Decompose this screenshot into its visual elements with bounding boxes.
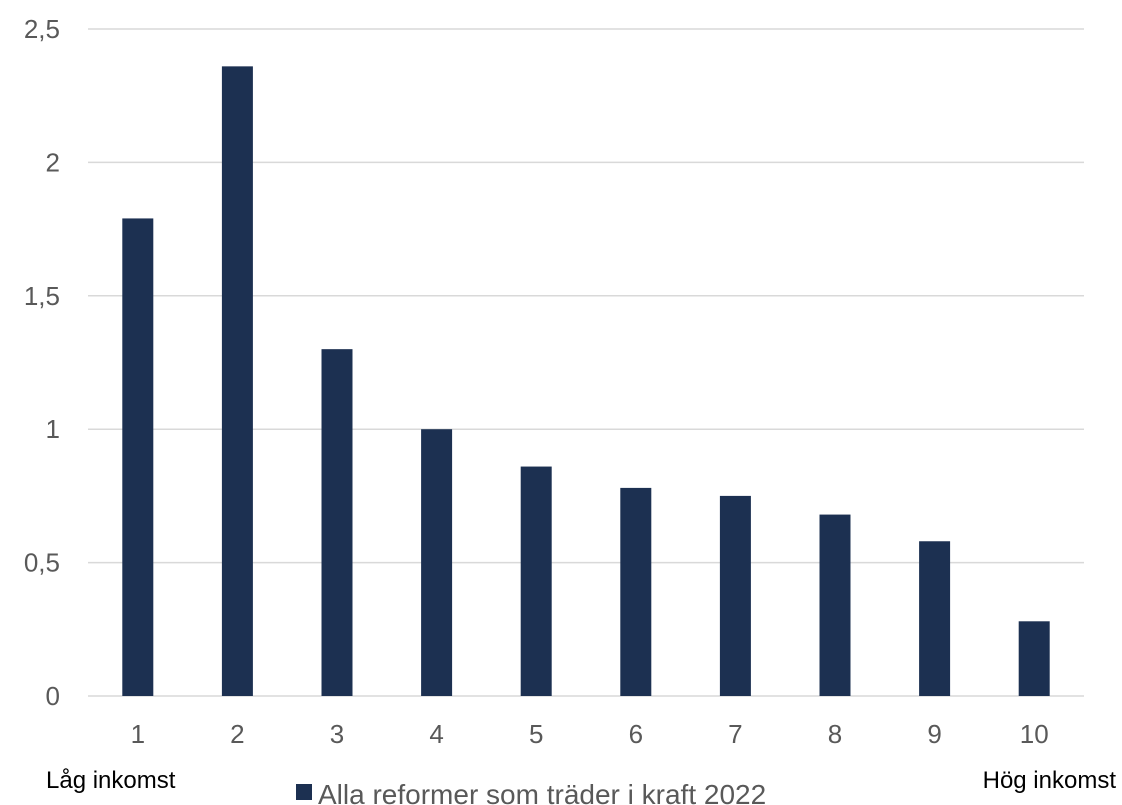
bar-10 bbox=[1018, 621, 1050, 696]
y-tick-label: 0,5 bbox=[24, 548, 60, 578]
bar-5 bbox=[520, 466, 552, 696]
bar-2 bbox=[221, 66, 253, 697]
legend: Alla reformer som träder i kraft 2022 bbox=[296, 779, 766, 805]
bar-6 bbox=[620, 487, 652, 696]
bar-9 bbox=[919, 541, 951, 696]
bar-1 bbox=[122, 218, 154, 697]
bar-7 bbox=[719, 495, 751, 696]
y-axis-tick-labels: 0 0,5 1 1,5 2 2,5 bbox=[24, 14, 60, 711]
x-axis-tick-labels: 1 2 3 4 5 6 7 8 9 10 bbox=[131, 719, 1049, 749]
legend-label: Alla reformer som träder i kraft 2022 bbox=[318, 779, 766, 805]
x-tick-label: 3 bbox=[330, 719, 344, 749]
y-tick-label: 0 bbox=[46, 681, 60, 711]
y-tick-label: 1,5 bbox=[24, 281, 60, 311]
annotation-low-income: Låg inkomst bbox=[46, 767, 176, 794]
x-tick-label: 6 bbox=[629, 719, 643, 749]
x-tick-label: 5 bbox=[529, 719, 543, 749]
annotation-high-income: Hög inkomst bbox=[983, 767, 1117, 794]
x-tick-label: 2 bbox=[230, 719, 244, 749]
x-tick-label: 10 bbox=[1020, 719, 1049, 749]
x-tick-label: 8 bbox=[828, 719, 842, 749]
bar-4 bbox=[421, 429, 453, 696]
x-tick-label: 1 bbox=[131, 719, 145, 749]
y-tick-label: 1 bbox=[46, 414, 60, 444]
x-tick-label: 9 bbox=[927, 719, 941, 749]
y-tick-label: 2,5 bbox=[24, 14, 60, 44]
bar-3 bbox=[321, 349, 353, 696]
grid-lines bbox=[88, 28, 1084, 697]
y-tick-label: 2 bbox=[46, 147, 60, 177]
bar-8 bbox=[819, 514, 851, 696]
x-tick-label: 4 bbox=[429, 719, 443, 749]
x-tick-label: 7 bbox=[728, 719, 742, 749]
legend-swatch bbox=[296, 784, 312, 800]
bars bbox=[122, 66, 1050, 697]
